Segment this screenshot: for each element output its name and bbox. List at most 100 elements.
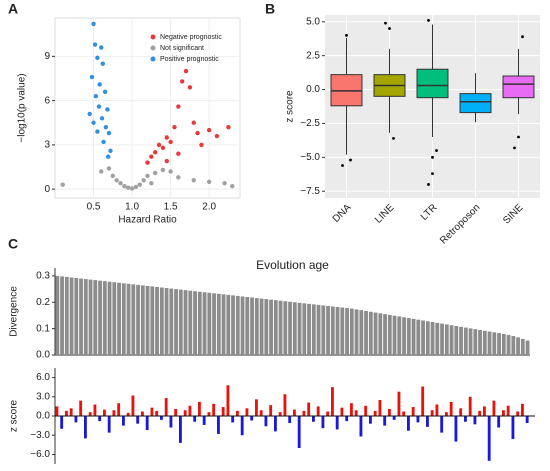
x-tick-label: LTR (419, 202, 440, 223)
bar (392, 315, 397, 355)
point (191, 178, 196, 183)
bar (164, 288, 169, 355)
point (145, 160, 150, 165)
point (183, 68, 189, 74)
bar (302, 303, 307, 355)
bar (117, 403, 121, 416)
bar (392, 416, 396, 420)
bar (288, 416, 292, 424)
bar (435, 322, 440, 355)
bar (330, 306, 335, 355)
bar (525, 340, 530, 355)
outlier (427, 183, 430, 186)
point (176, 104, 181, 109)
bar (55, 275, 60, 355)
bar (221, 294, 226, 355)
point (114, 178, 119, 183)
bar (463, 327, 468, 355)
outlier (521, 35, 524, 39)
bar (221, 407, 225, 416)
bar (79, 400, 83, 416)
bar (345, 416, 349, 422)
bar (216, 293, 221, 355)
bar (164, 398, 168, 416)
bar (250, 297, 254, 355)
bar (160, 416, 163, 420)
bar (478, 329, 482, 355)
point (145, 173, 150, 179)
x-tick-label: Retroposon (438, 202, 482, 246)
outlier (388, 27, 391, 30)
point (105, 154, 111, 159)
bar (231, 416, 235, 423)
bar (297, 302, 302, 355)
bar (155, 410, 159, 416)
bar (497, 333, 501, 355)
bar (525, 416, 529, 424)
outlier (431, 172, 434, 176)
bar (383, 416, 387, 426)
point (168, 139, 173, 145)
bar (98, 416, 102, 422)
point (99, 45, 104, 50)
outlier (345, 33, 348, 37)
bar (416, 416, 420, 423)
bar (459, 408, 463, 416)
x-tick-label: LINE (373, 202, 397, 226)
bar (131, 284, 136, 355)
y-tick-label: 6.0 (36, 372, 50, 383)
bar (297, 416, 301, 448)
bar (112, 410, 116, 416)
point (95, 129, 100, 134)
point (122, 183, 127, 189)
bar (359, 310, 364, 355)
point (60, 182, 65, 187)
x-tick-label: DNA (331, 202, 354, 225)
bar (122, 416, 125, 426)
y-tick-label: 5.0 (306, 16, 320, 27)
bar (326, 305, 330, 355)
bar (198, 401, 201, 416)
bar (212, 403, 216, 416)
bar (416, 319, 421, 355)
bar (335, 307, 340, 355)
bar (369, 416, 372, 424)
point (179, 79, 185, 84)
bar (520, 338, 525, 355)
bar (236, 410, 239, 416)
bar (311, 304, 316, 355)
bar (136, 284, 140, 355)
bar (492, 332, 497, 355)
point (87, 111, 92, 117)
point (156, 142, 162, 148)
bar (321, 416, 325, 429)
bar (487, 331, 492, 355)
y-tick-label: 0.1 (36, 323, 50, 334)
box (502, 75, 535, 99)
bar (145, 416, 149, 431)
y-tick-label: 0.0 (306, 84, 320, 95)
point (195, 130, 200, 136)
x-tick-label: 2.0 (202, 202, 216, 213)
point (160, 167, 166, 173)
point (89, 74, 95, 80)
bar (354, 309, 359, 355)
legend-label: Negative prognostic (160, 34, 222, 41)
bar (273, 300, 278, 355)
bar (459, 326, 463, 355)
point (176, 151, 181, 156)
bar (145, 285, 150, 355)
bar (468, 396, 472, 416)
bar (259, 298, 264, 355)
bar (74, 278, 79, 355)
bar (378, 313, 383, 355)
bar (521, 403, 524, 416)
bar (74, 416, 78, 423)
bar (126, 283, 131, 355)
bar (174, 289, 178, 355)
bar (316, 304, 321, 355)
outlier (349, 158, 352, 162)
bar (202, 292, 207, 355)
bar (383, 314, 387, 355)
bar (60, 276, 64, 355)
